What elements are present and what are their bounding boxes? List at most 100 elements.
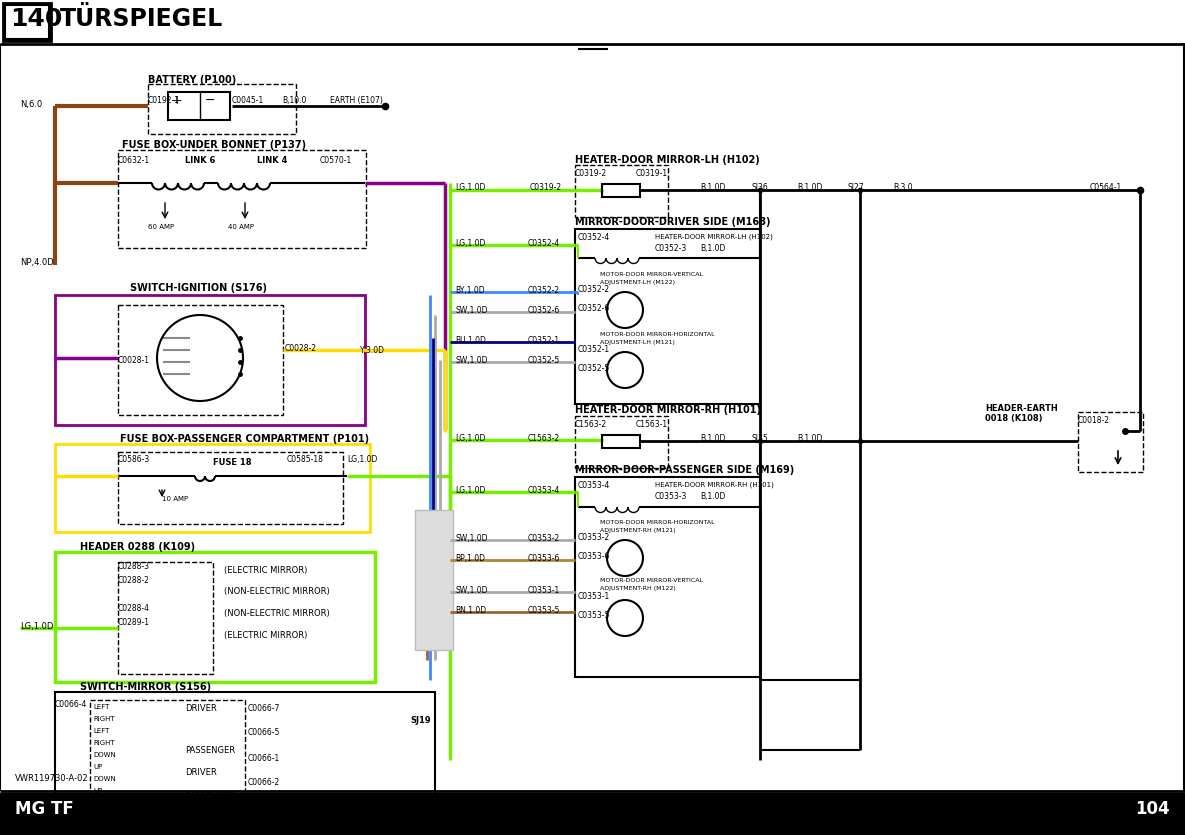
Bar	[602, 435, 640, 448]
Bar	[575, 477, 760, 677]
Text: SW,1.0D: SW,1.0D	[300, 796, 333, 805]
Bar	[1078, 412, 1144, 472]
Text: HEATER-DOOR MIRROR-LH (H102): HEATER-DOOR MIRROR-LH (H102)	[655, 233, 773, 240]
Text: (ELECTRIC MIRROR): (ELECTRIC MIRROR)	[224, 631, 307, 640]
Bar	[148, 84, 296, 134]
Text: C0288-3: C0288-3	[118, 562, 150, 571]
Text: C0352-3: C0352-3	[655, 244, 687, 253]
Text: C0319-2: C0319-2	[530, 183, 562, 192]
Bar	[575, 165, 668, 217]
Text: DOWN: DOWN	[92, 752, 116, 758]
Text: C1563-2: C1563-2	[575, 420, 607, 429]
Bar	[90, 700, 245, 810]
Text: C0570-1: C0570-1	[320, 156, 352, 165]
Text: 140: 140	[9, 7, 63, 31]
Text: LEFT: LEFT	[92, 728, 109, 734]
Text: HEADER-EARTH: HEADER-EARTH	[985, 404, 1058, 413]
Text: C0353-6: C0353-6	[529, 554, 561, 563]
Text: C0353-6: C0353-6	[578, 552, 610, 561]
Text: BL,1.0D: BL,1.0D	[300, 808, 329, 817]
Text: HEADER 0288 (K109): HEADER 0288 (K109)	[81, 542, 196, 552]
Text: PASSENGER: PASSENGER	[185, 746, 235, 755]
Text: N,6.0: N,6.0	[20, 100, 43, 109]
Text: MOTOR-DOOR MIRROR-HORIZONTAL: MOTOR-DOOR MIRROR-HORIZONTAL	[600, 520, 715, 525]
Text: 104: 104	[1135, 800, 1170, 818]
Text: VWR119730-A-02: VWR119730-A-02	[15, 774, 89, 783]
Text: 0018 (K108): 0018 (K108)	[985, 414, 1043, 423]
Text: ADJUSTMENT-RH (M122): ADJUSTMENT-RH (M122)	[600, 586, 675, 591]
Text: BU,1.0D: BU,1.0D	[455, 336, 486, 345]
Text: NP,4.0D: NP,4.0D	[20, 258, 53, 267]
Bar	[602, 184, 640, 197]
Text: C0352-4: C0352-4	[529, 239, 561, 248]
Text: LEFT: LEFT	[92, 704, 109, 710]
Text: LG,1.0D: LG,1.0D	[455, 434, 486, 443]
Text: C0353-4: C0353-4	[529, 486, 561, 495]
Text: SWITCH-MIRROR (S156): SWITCH-MIRROR (S156)	[81, 682, 211, 692]
Text: PASSENGER: PASSENGER	[185, 792, 235, 801]
Text: MOTOR-DOOR MIRROR-HORIZONTAL: MOTOR-DOOR MIRROR-HORIZONTAL	[600, 332, 715, 337]
Text: C0352-6: C0352-6	[578, 304, 610, 313]
Text: C0352-2: C0352-2	[529, 286, 561, 295]
Text: C0352-5: C0352-5	[578, 364, 610, 373]
Text: C0353-2: C0353-2	[578, 533, 610, 542]
Text: B,10.0: B,10.0	[282, 96, 307, 105]
Text: 40 AMP: 40 AMP	[228, 224, 254, 230]
Text: C0045-1: C0045-1	[232, 96, 264, 105]
Text: C0066-1: C0066-1	[248, 754, 280, 763]
Text: C0352-2: C0352-2	[578, 285, 610, 294]
Text: SJ27: SJ27	[847, 183, 864, 192]
Bar	[118, 452, 342, 524]
Text: C0066-3: C0066-3	[248, 796, 281, 805]
Text: 10 AMP: 10 AMP	[162, 496, 188, 502]
Text: UP: UP	[92, 788, 102, 794]
Text: C0353-5: C0353-5	[578, 611, 610, 620]
Bar	[4, 3, 51, 41]
Text: LG,1.0D: LG,1.0D	[20, 622, 53, 631]
Text: RIGHT: RIGHT	[92, 740, 115, 746]
Text: C0353-4: C0353-4	[578, 481, 610, 490]
Text: C0564-1: C0564-1	[1090, 183, 1122, 192]
Text: (NON-ELECTRIC MIRROR): (NON-ELECTRIC MIRROR)	[224, 587, 329, 596]
Text: B,3.0: B,3.0	[893, 183, 912, 192]
Text: HEATER-DOOR MIRROR-RH (H101): HEATER-DOOR MIRROR-RH (H101)	[575, 405, 761, 415]
Bar	[55, 692, 435, 818]
Text: C0352-4: C0352-4	[578, 233, 610, 242]
Text: C0288-2: C0288-2	[118, 576, 149, 585]
Text: SW,1.0D: SW,1.0D	[455, 586, 487, 595]
Text: B,1.0D: B,1.0D	[700, 492, 725, 501]
Bar	[575, 229, 760, 404]
Text: C0018-2: C0018-2	[1078, 416, 1110, 425]
Bar	[55, 444, 370, 532]
Text: C1563-2: C1563-2	[529, 434, 561, 443]
Text: SJ36: SJ36	[752, 183, 769, 192]
Text: RIGHT: RIGHT	[92, 716, 115, 722]
Text: C0028-2: C0028-2	[286, 344, 318, 353]
Text: B,1.0D: B,1.0D	[700, 434, 725, 443]
Bar	[118, 562, 213, 674]
Text: C0632-1: C0632-1	[118, 156, 150, 165]
Text: +: +	[172, 94, 182, 107]
Text: C0352-5: C0352-5	[529, 356, 561, 365]
Text: ADJUSTMENT-LH (M122): ADJUSTMENT-LH (M122)	[600, 280, 675, 285]
Text: FUSE 18: FUSE 18	[213, 458, 251, 467]
Text: BY,1.0D: BY,1.0D	[455, 286, 485, 295]
Text: C0288-4: C0288-4	[118, 604, 150, 613]
Text: ADJUSTMENT-RH (M121): ADJUSTMENT-RH (M121)	[600, 528, 675, 533]
Text: C0066-5: C0066-5	[248, 728, 281, 737]
Bar	[55, 295, 365, 425]
Text: C0066-6: C0066-6	[248, 808, 281, 817]
Text: BP,1.0D: BP,1.0D	[455, 554, 485, 563]
Text: LG,1.0D: LG,1.0D	[455, 183, 486, 192]
Text: C0319-1: C0319-1	[636, 169, 668, 178]
Bar	[168, 92, 230, 120]
Bar	[55, 552, 374, 682]
Text: C0319-2: C0319-2	[575, 169, 607, 178]
Text: SW,1.0D: SW,1.0D	[455, 306, 487, 315]
Text: LG,1.0D: LG,1.0D	[347, 455, 377, 464]
Text: MG TF: MG TF	[15, 800, 73, 818]
Text: MIRROR-DOOR-DRIVER SIDE (M168): MIRROR-DOOR-DRIVER SIDE (M168)	[575, 217, 770, 227]
Text: 60 AMP: 60 AMP	[148, 224, 174, 230]
Text: MIRROR-DOOR-PASSENGER SIDE (M169): MIRROR-DOOR-PASSENGER SIDE (M169)	[575, 465, 794, 475]
Text: DRIVER: DRIVER	[185, 704, 217, 713]
